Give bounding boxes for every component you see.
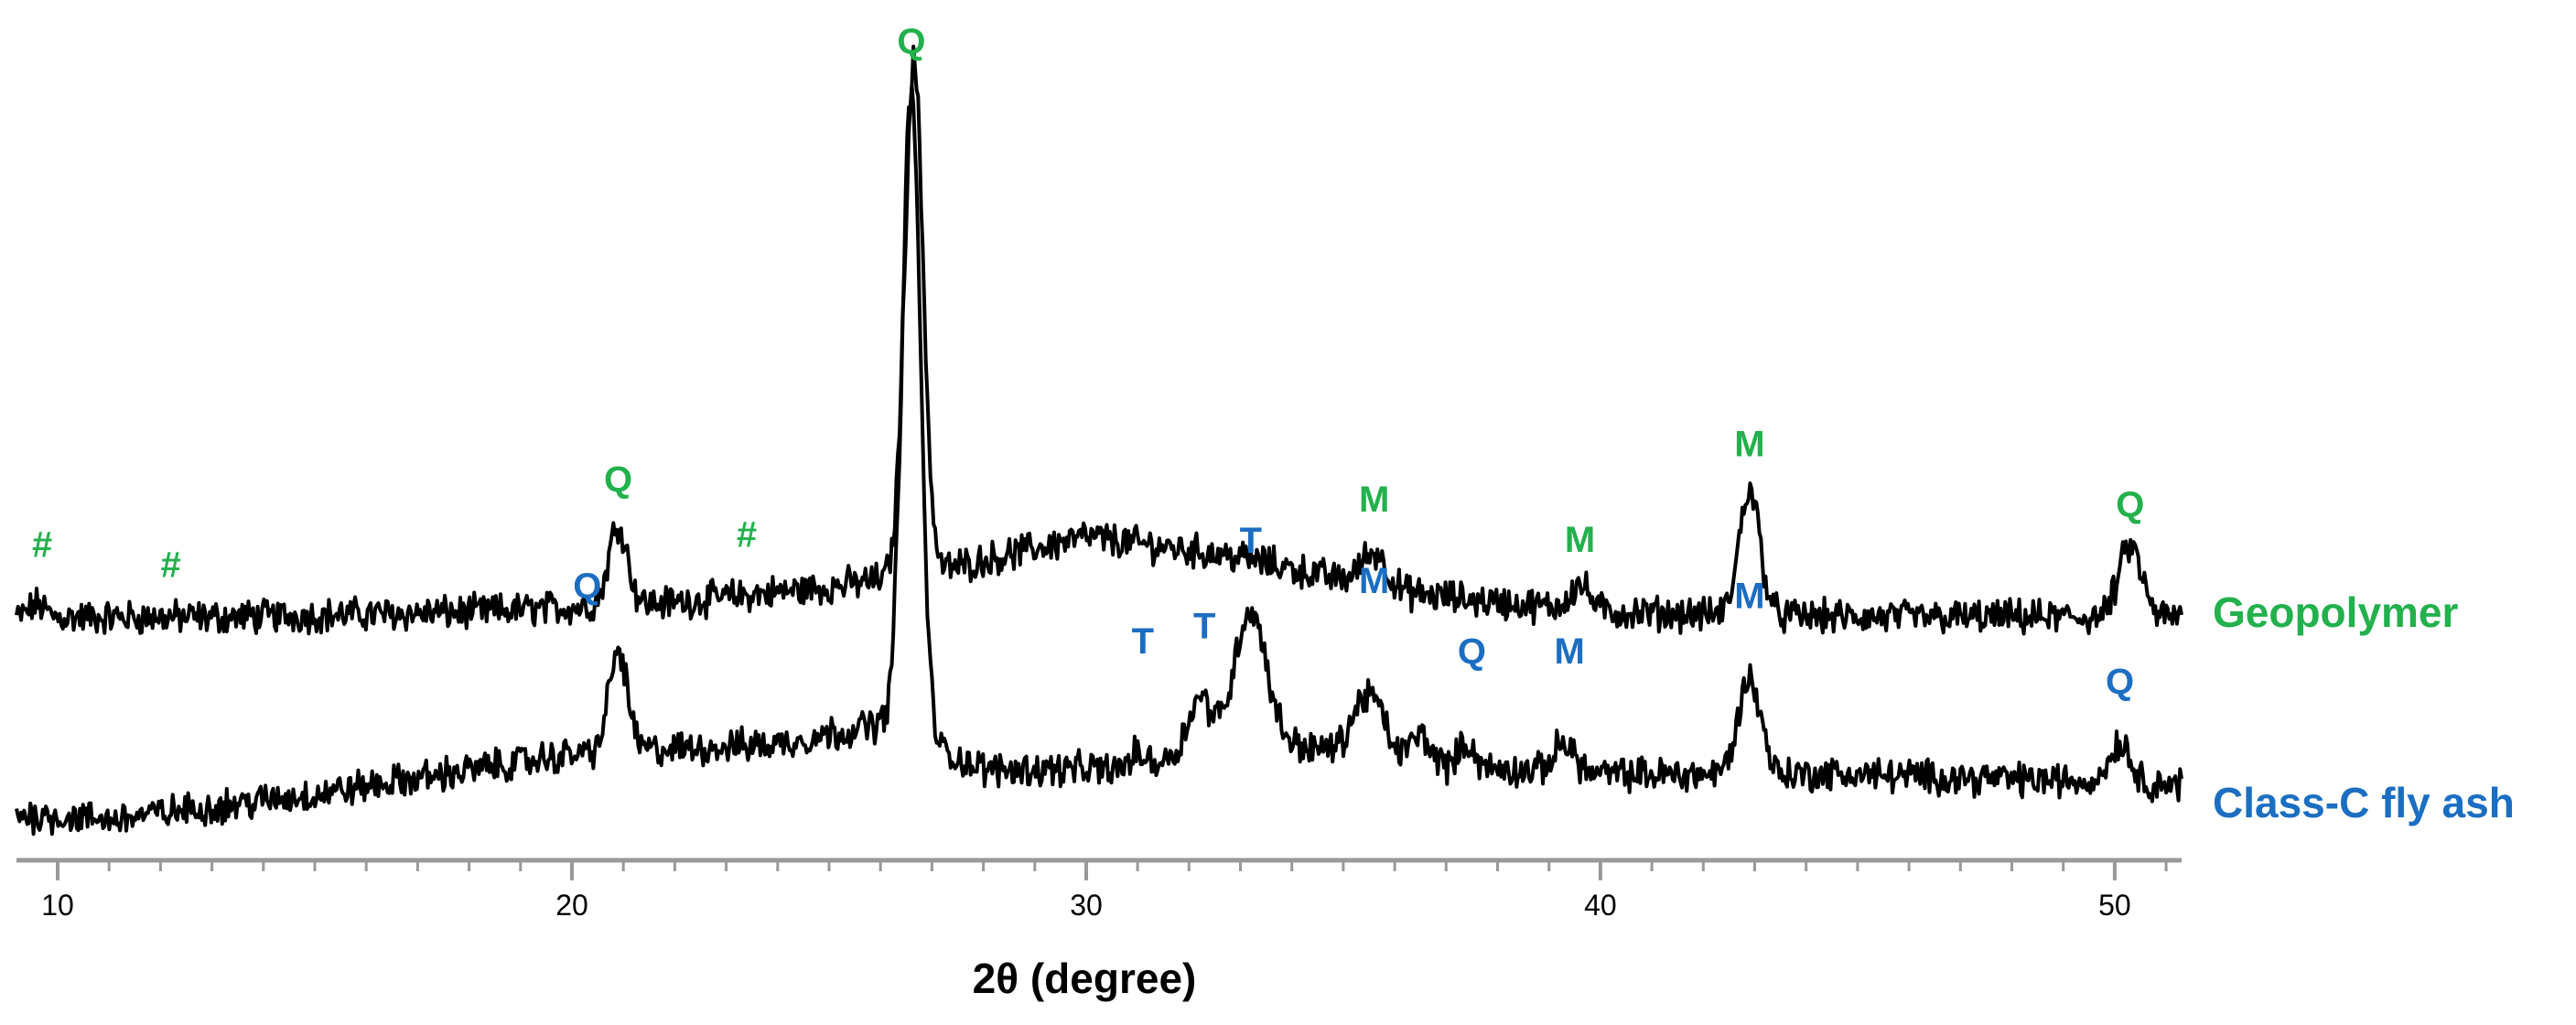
peak-label-geopolymer-6: M <box>1565 520 1595 560</box>
peak-label-flyash-5: Q <box>1458 631 1486 672</box>
peak-label-flyash-2: T <box>1193 607 1215 647</box>
series-label-geopolymer: Geopolymer <box>2213 588 2459 636</box>
peak-label-geopolymer-5: M <box>1359 480 1389 520</box>
series-label-class-c-fly-ash: Class-C fly ash <box>2213 779 2515 826</box>
x-tick-label-10: 10 <box>41 889 74 922</box>
x-axis-tick-labels: 10 20 30 40 50 <box>41 889 2130 922</box>
peak-label-flyash-0: Q <box>573 566 601 607</box>
x-tick-label-40: 40 <box>1584 889 1617 922</box>
peak-label-geopolymer-3: # <box>737 515 757 556</box>
peak-label-flyash-6: M <box>1555 631 1585 672</box>
peak-label-flyash-8: Q <box>2106 662 2134 702</box>
xrd-traces <box>15 44 2183 836</box>
peak-label-flyash-1: T <box>1132 621 1154 662</box>
x-tick-label-30: 30 <box>1070 889 1103 922</box>
peak-label-flyash-7: M <box>1734 577 1764 617</box>
peak-label-geopolymer-1: # <box>160 545 180 586</box>
xrd-trace-geopolymer <box>15 44 2183 636</box>
peak-label-flyash-3: T <box>1240 521 1262 561</box>
peak-label-geopolymer-0: # <box>32 525 52 566</box>
peak-label-geopolymer-8: Q <box>2116 485 2144 525</box>
x-tick-label-50: 50 <box>2098 889 2131 922</box>
x-axis-ticks <box>56 860 2168 880</box>
peak-label-geopolymer-4: Q <box>897 22 925 62</box>
series-labels: Geopolymer Class-C fly ash <box>2213 588 2515 826</box>
peak-label-flyash-4: M <box>1359 561 1389 601</box>
peak-label-geopolymer-2: Q <box>604 459 632 500</box>
peak-label-geopolymer-7: M <box>1734 425 1764 465</box>
xrd-trace-flyash <box>15 83 2183 836</box>
x-axis-title: 2θ (degree) <box>973 955 1197 1002</box>
x-axis: 10 20 30 40 50 2θ (degree) <box>16 858 2182 1002</box>
x-tick-label-20: 20 <box>555 889 588 922</box>
